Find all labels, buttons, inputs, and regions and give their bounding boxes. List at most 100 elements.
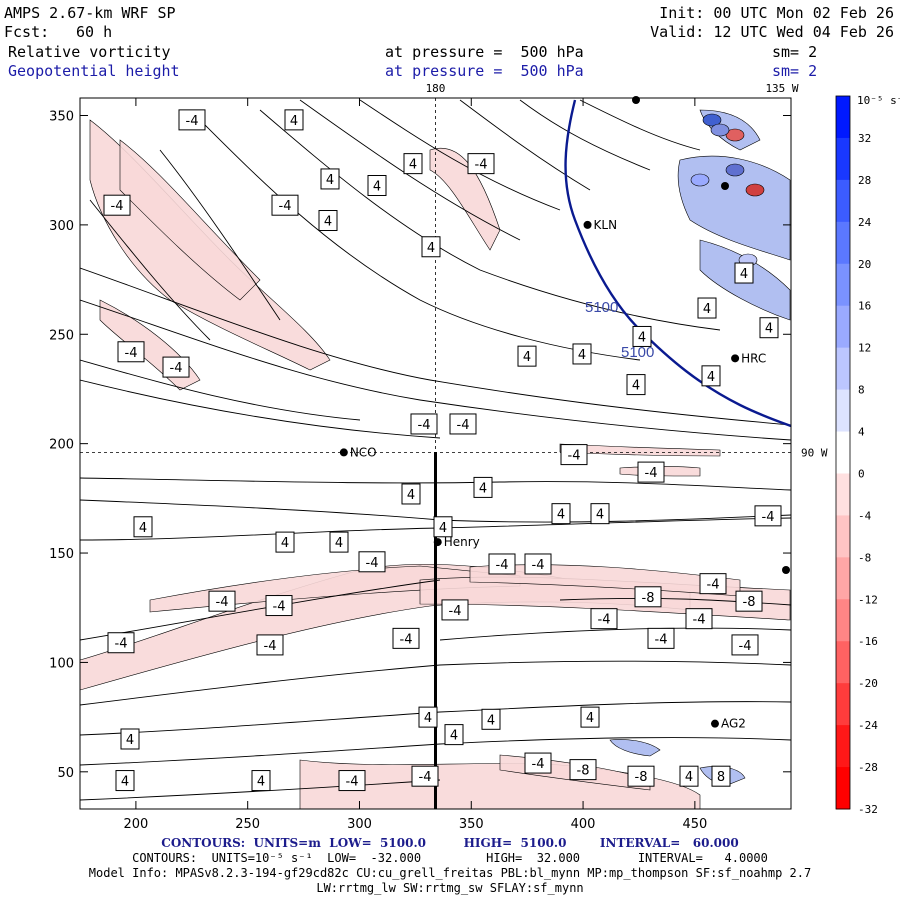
contour-label-box (318, 210, 338, 232)
colorbar-tick-label: 16 (858, 300, 871, 313)
colorbar-tick-label: 28 (858, 174, 871, 187)
contour-label-value: 4 (439, 521, 447, 536)
contour-label-value: -8 (642, 591, 655, 606)
contour-label-value: 4 (407, 488, 415, 503)
colorbar-segment (836, 515, 850, 558)
x-tick-label: 350 (459, 817, 484, 832)
contour-label-value: 4 (257, 775, 265, 790)
contour-label-value: -4 (496, 558, 509, 573)
vorticity-cell (725, 163, 745, 177)
vorticity-cell (690, 173, 710, 187)
contour-label-value: 4 (126, 733, 134, 748)
station-marker (433, 538, 442, 547)
contour-label-box (117, 341, 145, 363)
colorbar-tick-label: 8 (858, 384, 865, 397)
vorticity-contour-line (80, 779, 441, 801)
contour-label-box (634, 586, 662, 608)
contour-label-box (421, 236, 441, 258)
contour-label-box (735, 590, 763, 612)
top-lon-label: 180 (426, 82, 446, 95)
contour-label-value: -4 (693, 613, 706, 628)
colorbar-tick-label: 20 (858, 258, 871, 271)
colorbar-tick-label: 0 (858, 467, 865, 480)
axes: 180 135 W 90 W 200 250 300 350 400 450 50 100 150 20… (49, 82, 828, 832)
height-contours: 5100 5100 (564, 99, 791, 428)
contour-label-box (271, 194, 299, 216)
contour-label-value: -8 (743, 595, 756, 610)
contour-label-value: -4 (186, 114, 199, 129)
contour-label-box (338, 770, 366, 792)
contour-label-value: 4 (740, 267, 748, 282)
vorticity-contour-line (80, 299, 791, 441)
contour-label-box (632, 325, 652, 347)
colorbar-border (835, 95, 851, 810)
contour-label-box (590, 608, 618, 630)
contour-label-value: -4 (598, 613, 611, 628)
vorticity-contour-line (359, 99, 561, 211)
field1-name: Relative vorticity (8, 43, 171, 61)
y-tick-label: 200 (49, 438, 74, 453)
contour-label-box (403, 153, 423, 175)
contour-label-value: -4 (111, 199, 124, 214)
contour-label-value: -4 (532, 558, 545, 573)
contour-label-box (711, 765, 731, 787)
contour-label-box (467, 153, 495, 175)
height-contour-5100 (564, 99, 791, 428)
contour-label-box (433, 516, 453, 538)
contour-label-value: -4 (532, 757, 545, 772)
station-label: NCO (350, 445, 377, 459)
contour-label-box (284, 109, 304, 131)
station-marker (632, 96, 640, 104)
contour-label-box (517, 345, 537, 367)
colorbar-tick-label: 4 (858, 426, 865, 439)
forecast-hours: 60 h (76, 23, 113, 41)
contour-label-box (626, 374, 646, 396)
vorticity-contour-line (199, 119, 641, 361)
height-contour-label: 5100 (585, 299, 618, 316)
contour-label-box (329, 531, 349, 553)
colorbar-segment (836, 179, 850, 223)
contour-label-value: 4 (290, 114, 298, 129)
contour-label-value: 4 (557, 508, 565, 523)
height-contour-label: 5100 (621, 344, 654, 361)
shade-region (429, 147, 501, 251)
contour-label-box (679, 765, 699, 787)
contour-label-box (115, 770, 135, 792)
colorbar-tick-label: 24 (858, 216, 872, 229)
y-tick-label: 300 (49, 219, 74, 234)
contour-label-value: 4 (121, 775, 129, 790)
colorbar-tick-label: -12 (858, 593, 878, 606)
contour-label-box (627, 765, 655, 787)
station-marker (731, 354, 740, 363)
vorticity-contour-info: CONTOURS: UNITS=10⁻⁵ s⁻¹ LOW= -32.000 HI… (132, 851, 768, 865)
colorbar-segment (836, 767, 850, 810)
contour-label-value: -4 (273, 600, 286, 615)
station-label: AG2 (721, 717, 746, 731)
y-tick-label: 150 (49, 547, 74, 562)
colorbar-units: 10⁻⁵ s⁻¹ (857, 94, 900, 107)
colorbar-segment (836, 221, 850, 265)
contour-label-box (449, 413, 477, 435)
colorbar-segment (836, 263, 850, 307)
y-tick-label: 50 (57, 766, 74, 781)
contour-label-value: 4 (632, 379, 640, 394)
vorticity-contour-line (459, 99, 591, 191)
contour-label-value: -4 (418, 418, 431, 433)
colorbar-segment (836, 641, 850, 684)
contour-label-value: -4 (366, 556, 379, 571)
contour-label-box (392, 627, 420, 649)
contour-label-value: -4 (475, 158, 488, 173)
vorticity-cell (745, 183, 765, 197)
contour-label-box (265, 595, 293, 617)
contour-label-value: 4 (487, 713, 495, 728)
contour-label-value: 4 (479, 481, 487, 496)
contour-label-value: -4 (707, 578, 720, 593)
contour-label-box (560, 444, 588, 466)
contour-label-box (731, 634, 759, 656)
contour-label-box (754, 505, 782, 527)
contour-label-value: -4 (762, 510, 775, 525)
field1-level: at pressure = 500 hPa (385, 43, 584, 61)
contour-label-box (524, 553, 552, 575)
contour-label-value: -4 (170, 361, 183, 376)
x-tick-label: 400 (571, 817, 596, 832)
